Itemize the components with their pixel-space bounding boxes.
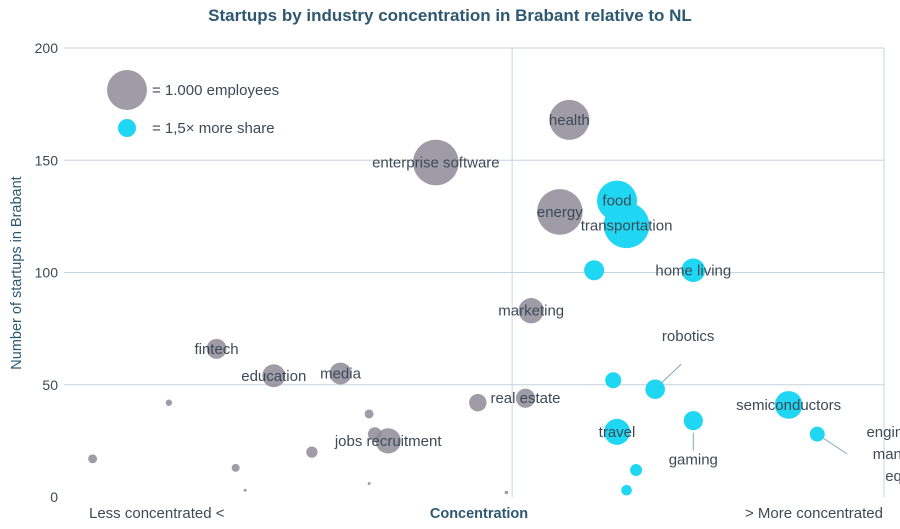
- legend-share-label: = 1,5× more share: [152, 120, 275, 137]
- bubble-unlabeled-28: [367, 482, 371, 486]
- bubble-label: health: [549, 112, 590, 129]
- y-tick-label: 50: [42, 377, 58, 393]
- bubble-label: education: [241, 368, 306, 385]
- bubble-food: [597, 180, 638, 221]
- bubble-real-estate: [515, 388, 536, 408]
- bubble-unlabeled-30: [504, 490, 509, 495]
- bubble-gaming: [683, 411, 703, 431]
- bubble-engineering-and-manufacturing-equipment: [809, 426, 825, 442]
- bubble-jobs-recruitment: [375, 428, 401, 454]
- chart-title: Startups by industry concentration in Br…: [208, 6, 692, 25]
- bubble-label: home living: [655, 262, 731, 279]
- legend-employees-swatch: [107, 70, 147, 110]
- bubble-unlabeled-27: [621, 484, 632, 496]
- bubble-label: enterprise software: [372, 154, 500, 171]
- y-tick-label: 100: [35, 265, 59, 281]
- grid-lines: [64, 47, 885, 497]
- bubbles-layer: [88, 99, 825, 496]
- bubble-education: [262, 364, 286, 388]
- bubble-unlabeled-20: [367, 427, 382, 442]
- bubble-unlabeled-21: [364, 409, 374, 419]
- y-tick-label: 150: [35, 152, 59, 168]
- bubble-unlabeled-22: [306, 446, 318, 458]
- bubble-unlabeled-24: [88, 454, 98, 464]
- legend: = 1.000 employees = 1,5× more share: [107, 70, 279, 137]
- bubble-robotics: [645, 379, 665, 400]
- x-left-label: Less concentrated <: [89, 505, 225, 522]
- bubble-label: media: [320, 366, 362, 383]
- bubble-semiconductors: [774, 391, 803, 419]
- bubble-fintech: [206, 338, 227, 359]
- bubble-unlabeled-26: [630, 464, 643, 477]
- bubble-label: travel: [599, 424, 636, 441]
- leader-line-robotics: [660, 363, 682, 384]
- bubble-unlabeled-14: [605, 372, 622, 389]
- bubble-health: [549, 99, 590, 140]
- x-axis-title: Concentration: [430, 506, 528, 522]
- bubble-unlabeled-6: [584, 260, 605, 281]
- bubble-label: fintech: [194, 341, 238, 358]
- y-tick-labels: 0 50 100 150 200: [35, 40, 59, 505]
- bubble-label: robotics: [662, 328, 715, 345]
- bubble-travel: [604, 418, 630, 445]
- bubble-label: jobs recruitment: [334, 433, 443, 450]
- legend-employees-label: = 1.000 employees: [152, 82, 279, 99]
- bubble-label: energy: [537, 204, 583, 221]
- bubble-home-living: [681, 258, 706, 283]
- bubble-marketing: [518, 298, 544, 324]
- bubble-label: marketing: [498, 303, 564, 320]
- bubble-label: semiconductors: [736, 397, 841, 414]
- bubble-label: food: [602, 193, 631, 210]
- bubble-label: gaming: [669, 452, 718, 469]
- bubble-labels: health enterprise software energy food trans…: [194, 112, 900, 485]
- x-right-label: > More concentrated: [745, 505, 883, 522]
- y-tick-label: 200: [35, 40, 59, 56]
- bubble-label: real estate: [490, 390, 560, 407]
- bubble-unlabeled-23: [231, 463, 240, 472]
- bubble-label: transportation: [581, 217, 673, 234]
- bubble-energy: [537, 189, 583, 235]
- legend-share-swatch: [118, 119, 136, 137]
- bubble-unlabeled-25: [165, 399, 173, 406]
- bubble-unlabeled-12: [469, 393, 487, 412]
- bubble-label: engineering andmanufacturingequipment: [866, 424, 900, 485]
- leader-line-engineering: [822, 437, 848, 455]
- bubble-enterprise-software: [413, 139, 459, 186]
- bubble-media: [329, 362, 352, 385]
- y-axis-title: Number of startups in Brabant: [9, 176, 25, 369]
- bubble-unlabeled-29: [243, 488, 247, 492]
- y-tick-label: 0: [50, 489, 58, 505]
